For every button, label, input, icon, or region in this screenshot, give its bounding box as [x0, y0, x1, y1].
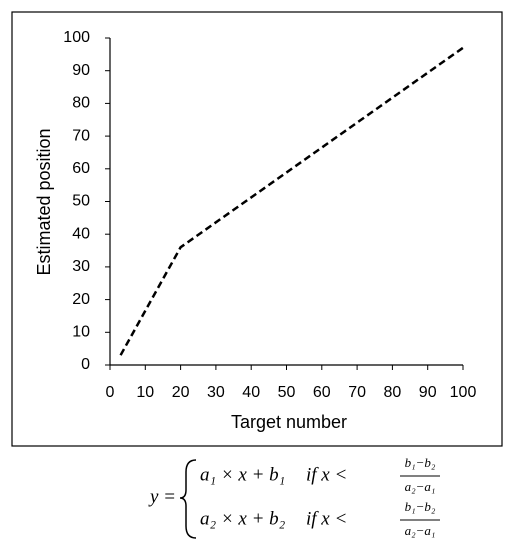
fraction-denominator: a₂−a₁	[405, 523, 436, 538]
x-tick-label: 50	[278, 384, 296, 401]
equation: y = a₁ × x + b₁ if x < b₁−b₂ a₂−a₁ a₂ × x + …	[148, 455, 440, 539]
y-tick-label: 0	[81, 356, 90, 373]
case-condition: if x <	[306, 508, 347, 529]
y-tick-label: 20	[72, 291, 90, 308]
x-tick-label: 40	[242, 384, 260, 401]
y-tick-label: 40	[72, 225, 90, 242]
x-tick-label: 0	[106, 384, 115, 401]
chart-frame	[11, 11, 503, 447]
x-tick-label: 70	[348, 384, 366, 401]
brace	[179, 459, 197, 539]
y-tick-label: 50	[72, 193, 90, 210]
y-axis-label: Estimated position	[34, 128, 54, 275]
x-axis-label: Target number	[231, 412, 347, 432]
x-tick-label: 20	[172, 384, 190, 401]
x-tick-label: 10	[136, 384, 154, 401]
y-tick-label: 30	[72, 258, 90, 275]
y-tick-label: 70	[72, 127, 90, 144]
y-tick-label: 90	[72, 62, 90, 79]
fraction-numerator: b₁−b₂	[405, 455, 436, 470]
case-expression: a₁ × x + b₁	[200, 464, 285, 485]
fraction-numerator: b₁−b₂	[405, 499, 436, 514]
x-tick-label: 100	[450, 384, 477, 401]
y-tick-label: 10	[72, 324, 90, 341]
equation-lhs: y =	[148, 486, 176, 507]
x-tick-label: 60	[313, 384, 331, 401]
x-tick-label: 80	[384, 384, 402, 401]
x-tick-label: 30	[207, 384, 225, 401]
data-line	[119, 46, 464, 356]
case-condition: if x <	[306, 464, 347, 485]
fraction-denominator: a₂−a₁	[405, 479, 436, 494]
case-expression: a₂ × x + b₂	[200, 508, 286, 529]
y-tick-label: 80	[72, 95, 90, 112]
y-tick-label: 60	[72, 160, 90, 177]
x-tick-label: 90	[419, 384, 437, 401]
y-tick-label: 100	[63, 29, 90, 46]
